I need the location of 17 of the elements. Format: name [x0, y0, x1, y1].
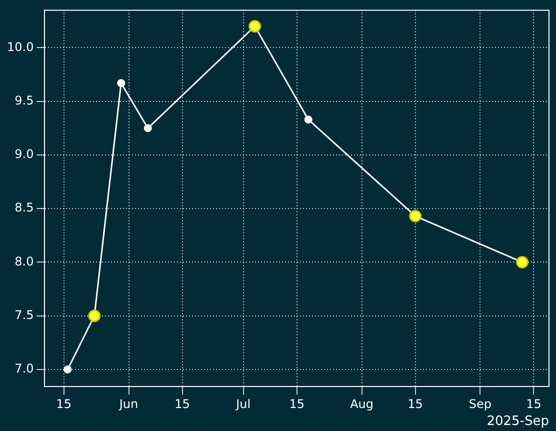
y-tick-label: 7.5	[14, 308, 34, 322]
x-tick-label: 15	[526, 396, 542, 411]
x-tick-label: Jul	[235, 396, 251, 411]
x-tick-label: Aug	[350, 396, 374, 411]
text: 2025-Sep	[486, 414, 549, 429]
x-tick-label: 15	[56, 396, 72, 411]
y-tick-label: 10.0	[7, 40, 34, 54]
x-tick-label: Sep	[468, 396, 492, 411]
y-tick-label: 9.0	[14, 147, 34, 162]
x-tick-label: 15	[174, 396, 190, 411]
x-tick-label: 15	[289, 396, 304, 411]
y-tick-label: 8.0	[14, 254, 34, 268]
y-tick-label: 8.5	[14, 200, 34, 215]
x-tick-label: Jun	[118, 396, 138, 411]
y-tick-label: 7.0	[14, 362, 34, 376]
y-tick-label: 9.5	[14, 93, 34, 108]
x-tick-label: 15	[408, 396, 423, 411]
